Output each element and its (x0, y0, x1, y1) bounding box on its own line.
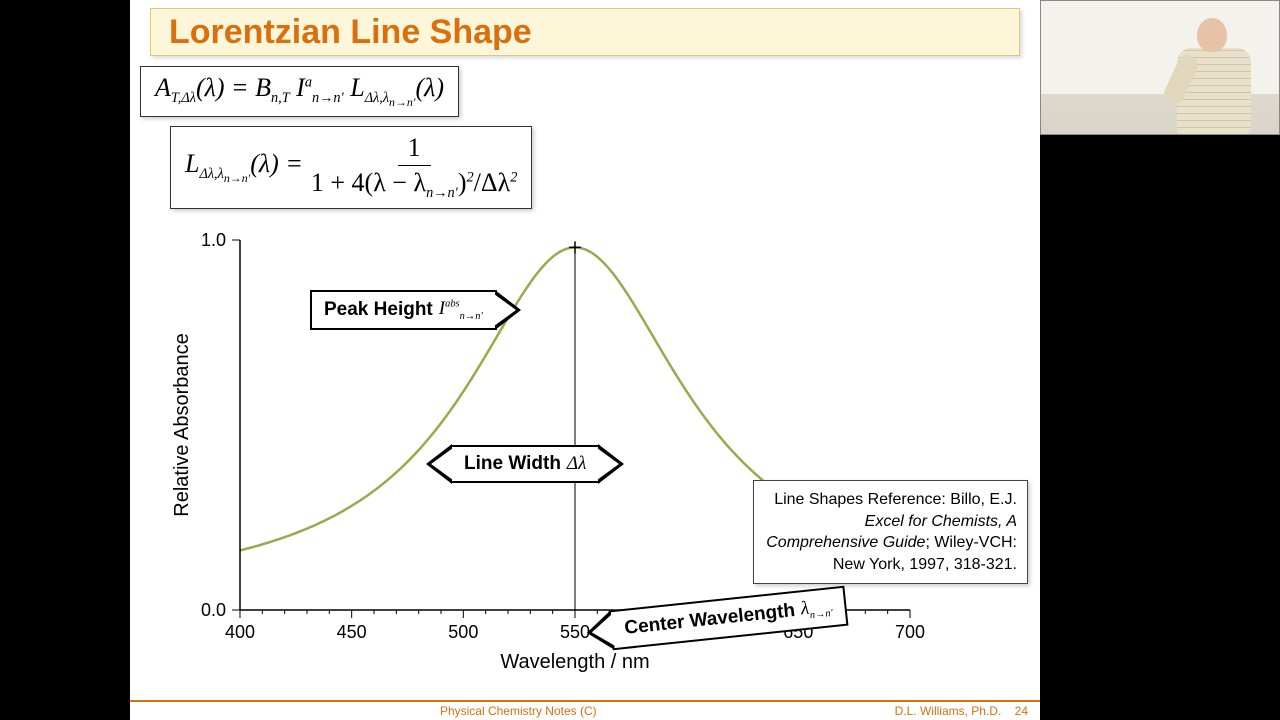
line-width-text: Line Width (464, 453, 561, 475)
peak-height-text: Peak Height (324, 299, 433, 321)
title-bar: Lorentzian Line Shape (150, 8, 1020, 56)
svg-text:Relative Absorbance: Relative Absorbance (171, 333, 193, 516)
equation-1-text: AT,Δλ(λ) = Bn,T Ian→n′ LΔλ,λn→n′(λ) (155, 73, 444, 102)
line-width-math: Δλ (567, 453, 586, 475)
slide-title: Lorentzian Line Shape (169, 13, 532, 52)
presenter (1169, 14, 1259, 134)
svg-text:400: 400 (225, 622, 255, 642)
reference-box: Line Shapes Reference: Billo, E.J. Excel… (753, 480, 1028, 584)
peak-height-label: Peak Height Iabsn→n′ (310, 290, 497, 330)
equation-2-lhs: LΔλ,λn→n′(λ) = (185, 149, 303, 186)
svg-text:1.0: 1.0 (201, 230, 226, 250)
svg-text:500: 500 (448, 622, 478, 642)
line-width-label: Line Width Δλ (450, 445, 600, 483)
slide-footer: Physical Chemistry Notes (C) D.L. Willia… (130, 700, 1040, 720)
presenter-video (1040, 0, 1280, 135)
svg-text:0.0: 0.0 (201, 600, 226, 620)
center-wavelength-math: λn→n′ (800, 595, 834, 622)
equation-2-num: 1 (398, 133, 431, 166)
peak-height-math: Iabsn→n′ (439, 298, 483, 322)
equation-2: LΔλ,λn→n′(λ) = 1 1 + 4(λ − λn→n′)2/Δλ2 (170, 126, 532, 209)
equation-2-den: 1 + 4(λ − λn→n′)2/Δλ2 (311, 166, 517, 202)
reference-text: Line Shapes Reference: Billo, E.J. Excel… (766, 491, 1017, 573)
slide: Lorentzian Line Shape AT,Δλ(λ) = Bn,T Ia… (130, 0, 1040, 720)
svg-text:450: 450 (337, 622, 367, 642)
footer-center: Physical Chemistry Notes (C) (440, 704, 597, 720)
svg-text:Wavelength / nm: Wavelength / nm (500, 651, 649, 673)
equation-1: AT,Δλ(λ) = Bn,T Ian→n′ LΔλ,λn→n′(λ) (140, 66, 459, 117)
svg-text:700: 700 (895, 622, 925, 642)
footer-right: D.L. Williams, Ph.D. 24 (895, 704, 1028, 720)
equation-2-fraction: 1 1 + 4(λ − λn→n′)2/Δλ2 (311, 133, 517, 202)
